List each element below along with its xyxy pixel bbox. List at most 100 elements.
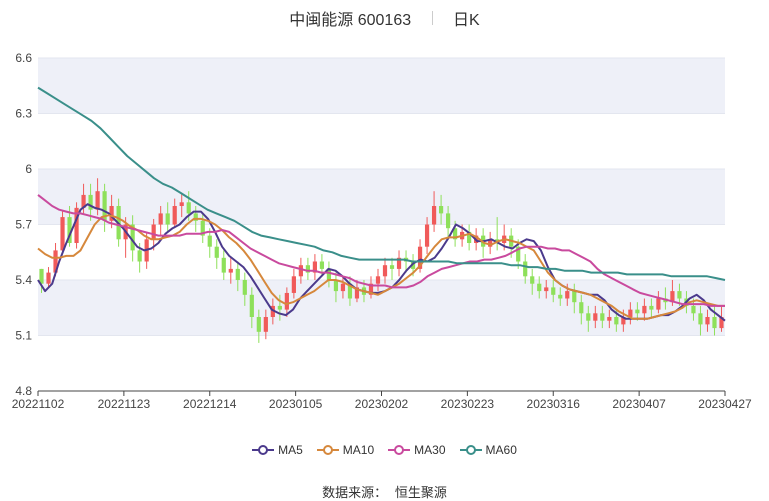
candle-body — [558, 294, 563, 299]
stock-title: 中闽能源 600163 — [289, 12, 412, 29]
candle-body — [235, 268, 240, 280]
candle-body — [179, 202, 184, 206]
candle-body — [151, 224, 156, 240]
candle-body — [530, 276, 535, 284]
candle-body — [705, 317, 710, 325]
candle-body — [410, 261, 416, 269]
candle-body — [375, 276, 381, 284]
candle-body — [453, 228, 458, 240]
candle-body — [67, 217, 72, 243]
candle-body — [284, 292, 289, 310]
legend-item-ma30[interactable]: MA30 — [388, 443, 446, 457]
candle-body — [340, 283, 346, 292]
candle-body — [228, 268, 233, 273]
chart-title: 中闽能源 600163 日K — [0, 6, 769, 30]
candle-body — [438, 206, 444, 214]
candle-body — [586, 313, 591, 321]
candle-body — [565, 291, 570, 299]
candle-body — [523, 261, 528, 277]
ma30-legend-icon — [388, 445, 411, 455]
candle-body — [368, 283, 374, 295]
candle-body — [712, 317, 717, 329]
candle-body — [354, 287, 360, 299]
candle-body — [551, 287, 556, 295]
source-name: 恒生聚源 — [394, 485, 447, 500]
candle-body — [424, 224, 430, 247]
candle-body — [172, 206, 177, 225]
series-line-ma30 — [37, 194, 725, 307]
candle-body — [670, 291, 675, 303]
ma5-legend-icon — [252, 445, 275, 455]
legend-item-ma10[interactable]: MA10 — [316, 443, 375, 457]
candle-body — [207, 235, 212, 247]
candle-body — [214, 246, 219, 258]
y-tick-label: 6.6 — [15, 51, 32, 65]
x-tick-label: 20230202 — [355, 397, 409, 411]
candle-body — [656, 298, 661, 310]
candle-body — [74, 207, 79, 243]
y-tick-label: 5.7 — [15, 218, 32, 232]
data-source: 数据来源： 恒生聚源 — [0, 482, 769, 501]
candle-body — [95, 191, 100, 210]
candle-body — [277, 305, 282, 310]
candle-body — [221, 257, 226, 273]
x-tick-label: 20221102 — [12, 397, 65, 411]
source-label: 数据来源： — [322, 485, 388, 500]
candle-body — [649, 305, 654, 310]
candle-body — [263, 317, 268, 332]
grid-band — [38, 169, 725, 225]
x-tick-label: 20230407 — [612, 397, 666, 411]
candle-body — [396, 257, 402, 269]
candle-body — [326, 268, 332, 280]
x-tick-label: 20221123 — [98, 397, 151, 411]
title-separator — [431, 11, 433, 25]
candle-body — [305, 265, 310, 273]
grid-band — [38, 280, 725, 336]
candle-body — [698, 313, 703, 325]
x-tick-label: 20230316 — [527, 397, 581, 411]
series-line-ma10 — [37, 214, 725, 320]
candle-body — [186, 202, 191, 214]
candle-body — [158, 213, 163, 225]
candle-body — [137, 250, 142, 262]
candle-body — [516, 246, 521, 262]
candle-body — [642, 305, 647, 314]
legend-label-ma60: MA60 — [485, 443, 517, 457]
y-tick-label: 5.1 — [15, 329, 32, 343]
y-tick-label: 5.4 — [15, 273, 32, 287]
candle-body — [291, 276, 296, 293]
legend-label-ma5: MA5 — [278, 443, 303, 457]
candle-body — [579, 302, 584, 314]
series-line-ma60 — [37, 86, 726, 281]
candle-body — [431, 206, 437, 225]
x-tick-label: 20221214 — [183, 397, 237, 411]
candle-body — [621, 317, 626, 325]
ma10-legend-icon — [316, 445, 339, 455]
candle-body — [270, 305, 275, 317]
candle-body — [53, 250, 58, 273]
candle-body — [109, 206, 114, 221]
candle-body — [607, 317, 612, 321]
legend-item-ma60[interactable]: MA60 — [459, 443, 517, 457]
candle-body — [298, 265, 303, 277]
candle-body — [200, 220, 205, 236]
candle-body — [347, 283, 353, 299]
period-label: 日K — [453, 12, 480, 29]
candle-body — [60, 217, 65, 251]
candle-body — [677, 291, 682, 299]
legend-item-ma5[interactable]: MA5 — [252, 443, 303, 457]
legend-label-ma10: MA10 — [342, 443, 375, 457]
candle-body — [242, 280, 247, 295]
candle-body — [165, 213, 170, 225]
candle-body — [102, 191, 107, 221]
candle-body — [312, 261, 318, 273]
candle-body — [593, 313, 598, 321]
candle-body — [537, 283, 542, 292]
candle-body — [81, 194, 86, 208]
y-tick-label: 6.3 — [15, 107, 32, 121]
candle-body — [635, 309, 640, 314]
x-tick-label: 20230223 — [441, 397, 495, 411]
candle-body — [600, 313, 605, 321]
candle-body — [445, 213, 451, 229]
